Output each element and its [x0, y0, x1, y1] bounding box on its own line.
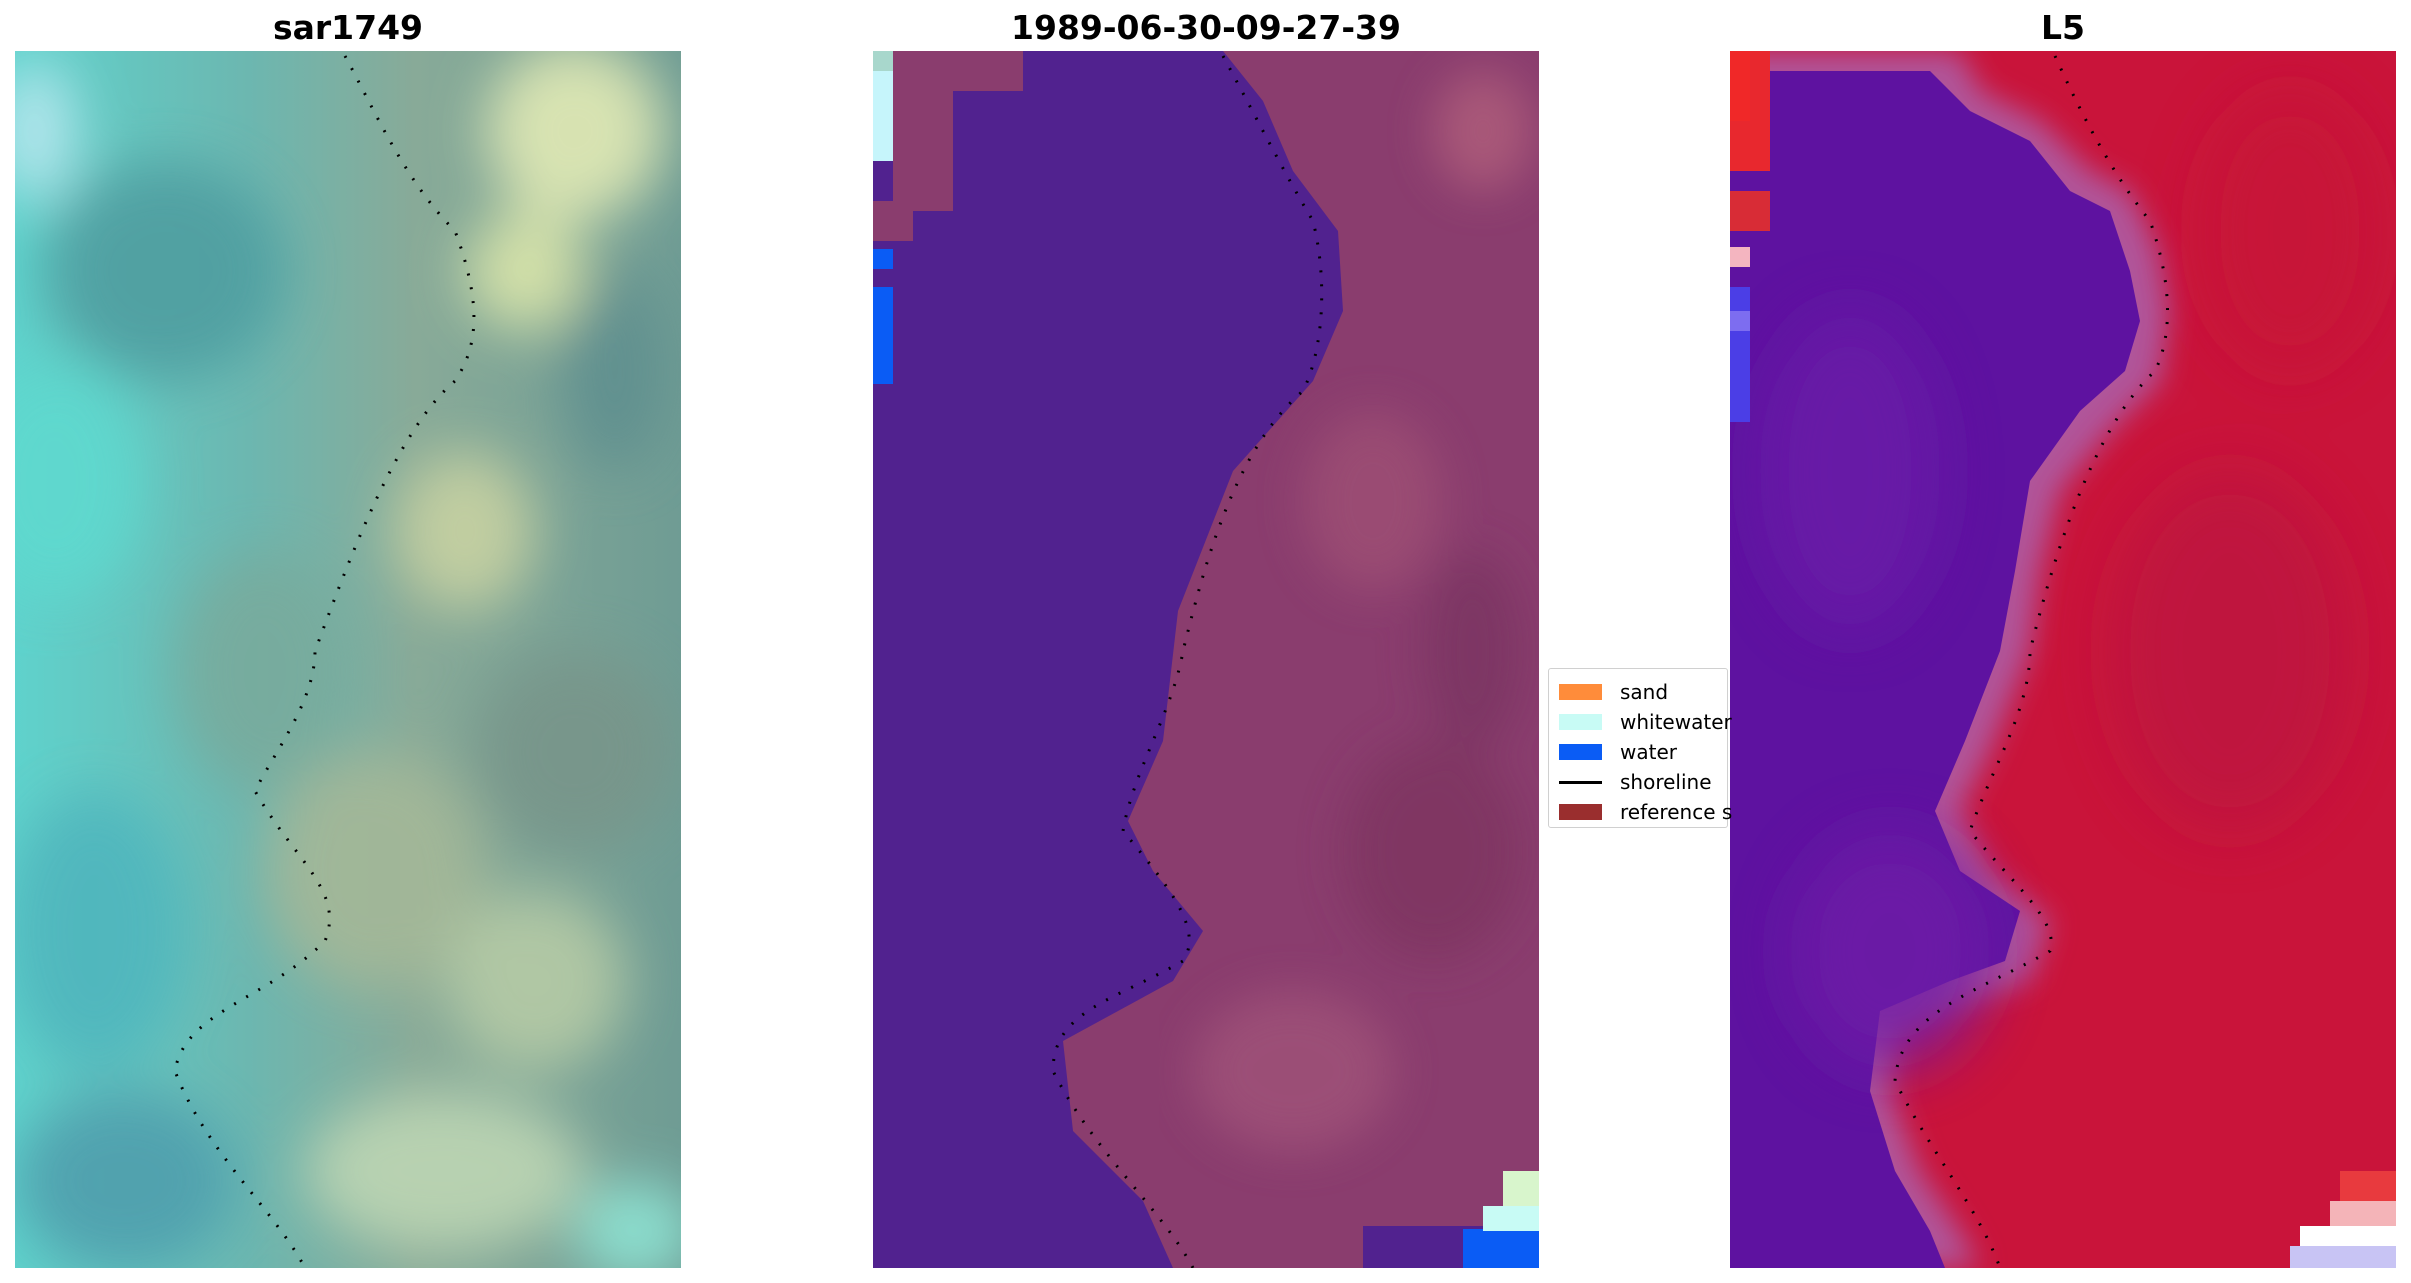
whitewater-swatch: [1559, 714, 1602, 730]
legend-item-whitewater: whitewater: [1559, 707, 1732, 737]
legend-label-whitewater: whitewater: [1620, 710, 1732, 734]
legend-item-reference: reference s: [1559, 797, 1732, 827]
legend-item-water: water: [1559, 737, 1727, 767]
l5-index-map: [1730, 51, 2396, 1268]
satellite-image-panel: [15, 51, 681, 1268]
legend-label-sand: sand: [1620, 680, 1669, 704]
classification-panel: [873, 51, 1539, 1268]
legend-label-shoreline: shoreline: [1620, 770, 1712, 794]
satellite-image: [15, 51, 681, 1268]
shoreline-line-icon: [1559, 780, 1602, 784]
panel-title-left: sar1749: [272, 8, 424, 47]
legend-item-shoreline: shoreline: [1559, 767, 1727, 797]
reference-swatch: [1559, 804, 1602, 820]
panel-title-middle: 1989-06-30-09-27-39: [1011, 8, 1401, 47]
legend-label-water: water: [1620, 740, 1677, 764]
sand-swatch: [1559, 684, 1602, 700]
l5-index-panel: [1730, 51, 2396, 1268]
legend: sand whitewater water shoreline referenc…: [1548, 668, 1732, 828]
legend-item-sand: sand: [1559, 677, 1727, 707]
panel-title-right: L5: [2041, 8, 2085, 47]
legend-label-reference: reference s: [1620, 800, 1733, 824]
shoreline-dots-left: [173, 55, 476, 1268]
water-swatch: [1559, 744, 1602, 760]
classification-map: [873, 51, 1539, 1268]
